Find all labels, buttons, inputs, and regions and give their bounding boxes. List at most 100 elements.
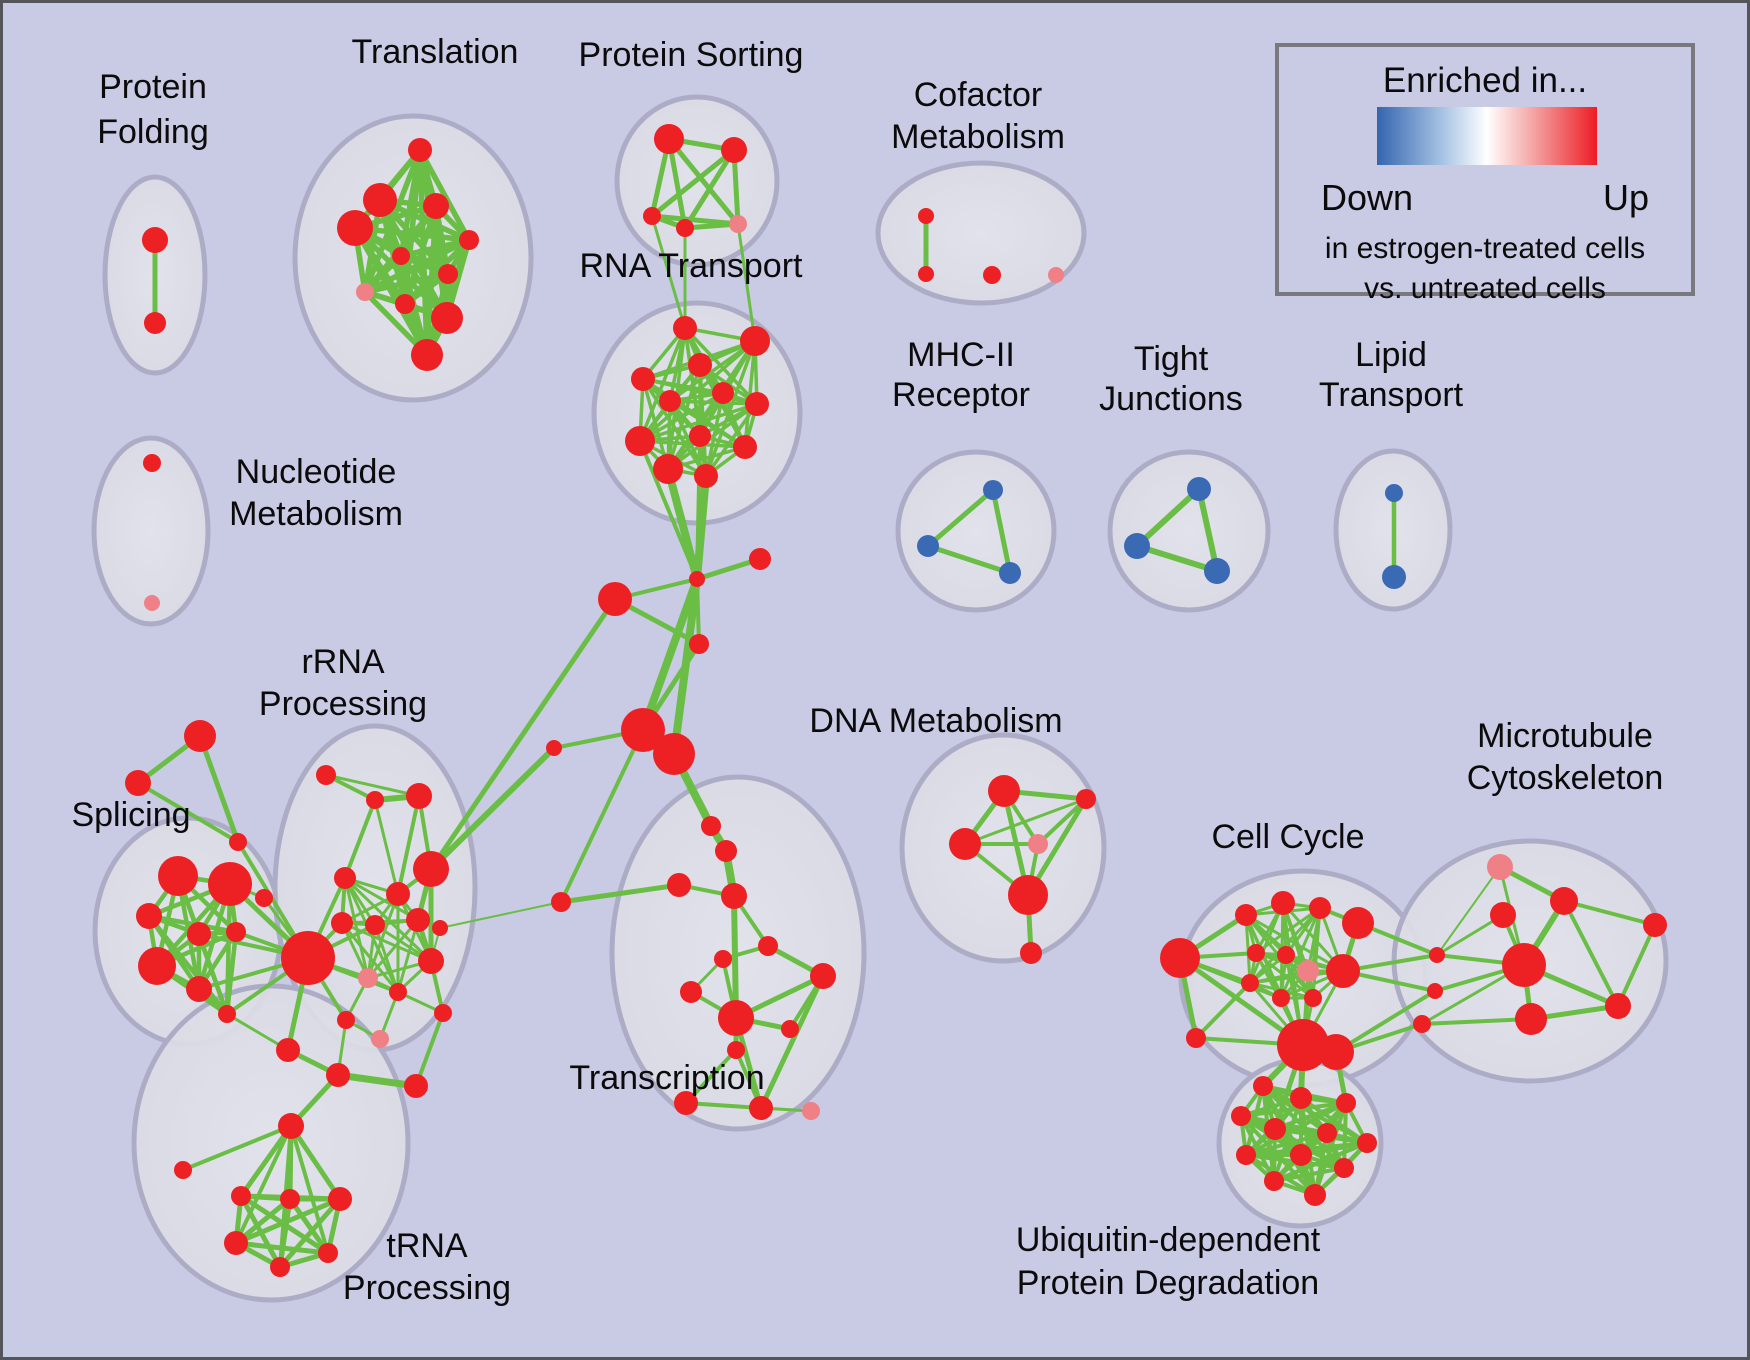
node-tr3[interactable]: [721, 883, 747, 909]
node-cf3[interactable]: [1048, 267, 1064, 283]
node-tl3[interactable]: [337, 210, 373, 246]
node-tj2[interactable]: [1204, 558, 1230, 584]
node-tl8[interactable]: [395, 294, 415, 314]
node-tl5[interactable]: [392, 247, 410, 265]
node-sp0[interactable]: [158, 856, 198, 896]
node-ps4[interactable]: [729, 215, 747, 233]
node-rr1[interactable]: [366, 791, 384, 809]
node-tl0[interactable]: [408, 138, 432, 162]
node-h4[interactable]: [621, 708, 665, 752]
node-tr9[interactable]: [718, 1000, 754, 1036]
node-cf1[interactable]: [918, 266, 934, 282]
node-tc[interactable]: [278, 1113, 304, 1139]
node-cf2[interactable]: [983, 266, 1001, 284]
node-sp3[interactable]: [187, 922, 211, 946]
node-rr14[interactable]: [434, 1004, 452, 1022]
node-u0[interactable]: [1253, 1076, 1273, 1096]
node-ps3[interactable]: [676, 219, 694, 237]
node-cs1[interactable]: [1186, 1028, 1206, 1048]
node-mh1[interactable]: [917, 535, 939, 557]
node-tj1[interactable]: [1124, 533, 1150, 559]
node-rt11[interactable]: [694, 464, 718, 488]
node-h0[interactable]: [689, 571, 705, 587]
node-rr17[interactable]: [432, 920, 448, 936]
node-tl10[interactable]: [411, 339, 443, 371]
node-mt1[interactable]: [1550, 887, 1578, 915]
node-rt4[interactable]: [659, 390, 681, 412]
node-rt1[interactable]: [740, 326, 770, 356]
node-h6[interactable]: [546, 740, 562, 756]
node-cc3[interactable]: [1342, 907, 1374, 939]
node-td[interactable]: [174, 1161, 192, 1179]
node-u10[interactable]: [1264, 1171, 1284, 1191]
node-rt2[interactable]: [688, 353, 712, 377]
node-sa0[interactable]: [184, 720, 216, 752]
node-h1[interactable]: [749, 548, 771, 570]
node-rt0[interactable]: [673, 316, 697, 340]
node-hub[interactable]: [281, 931, 335, 985]
node-dm0[interactable]: [988, 775, 1020, 807]
node-rt7[interactable]: [625, 426, 655, 456]
node-rr10[interactable]: [406, 908, 430, 932]
node-rr6[interactable]: [365, 915, 385, 935]
node-mh2[interactable]: [999, 562, 1021, 584]
node-cc5[interactable]: [1277, 946, 1295, 964]
node-dm3[interactable]: [1028, 834, 1048, 854]
node-rr9[interactable]: [331, 912, 353, 934]
node-cb1[interactable]: [1427, 983, 1443, 999]
node-rr13[interactable]: [418, 948, 444, 974]
node-tj0[interactable]: [1187, 477, 1211, 501]
node-tr10[interactable]: [781, 1020, 799, 1038]
node-u6[interactable]: [1357, 1133, 1377, 1153]
node-cf0[interactable]: [918, 208, 934, 224]
node-mt3[interactable]: [1502, 943, 1546, 987]
node-tb[interactable]: [326, 1063, 350, 1087]
node-rr15[interactable]: [337, 1011, 355, 1029]
node-dm5[interactable]: [1020, 942, 1042, 964]
node-rr2[interactable]: [406, 783, 432, 809]
node-lp0[interactable]: [1385, 484, 1403, 502]
node-tg[interactable]: [328, 1187, 352, 1211]
node-cc6[interactable]: [1297, 960, 1319, 982]
node-tjn[interactable]: [318, 1243, 338, 1263]
node-cc9[interactable]: [1272, 989, 1290, 1007]
node-tl2[interactable]: [423, 193, 449, 219]
node-tr4[interactable]: [551, 892, 571, 912]
node-mt5[interactable]: [1515, 1003, 1547, 1035]
node-pf0[interactable]: [142, 227, 168, 253]
node-h3[interactable]: [689, 634, 709, 654]
node-sp8[interactable]: [255, 889, 273, 907]
node-dm2[interactable]: [949, 828, 981, 860]
node-pf1[interactable]: [144, 312, 166, 334]
node-nm1[interactable]: [144, 595, 160, 611]
node-tr6[interactable]: [714, 950, 732, 968]
node-rt8[interactable]: [689, 425, 711, 447]
node-ps0[interactable]: [654, 124, 684, 154]
node-th[interactable]: [224, 1231, 248, 1255]
node-mt2[interactable]: [1490, 902, 1516, 928]
node-cb0[interactable]: [1429, 947, 1445, 963]
node-rr11[interactable]: [358, 968, 378, 988]
node-u4[interactable]: [1264, 1118, 1286, 1140]
node-rr5[interactable]: [413, 851, 449, 887]
node-dm4[interactable]: [1008, 875, 1048, 915]
node-sp2[interactable]: [136, 903, 162, 929]
node-mh0[interactable]: [983, 480, 1003, 500]
node-cc0[interactable]: [1235, 904, 1257, 926]
node-rr4[interactable]: [334, 867, 356, 889]
node-tl9[interactable]: [431, 302, 463, 334]
node-tr8[interactable]: [810, 963, 836, 989]
node-tr1[interactable]: [715, 840, 737, 862]
node-cc12[interactable]: [1277, 1019, 1329, 1071]
node-u3[interactable]: [1231, 1106, 1251, 1126]
node-rt6[interactable]: [745, 392, 769, 416]
node-rt5[interactable]: [712, 382, 734, 404]
node-cc1[interactable]: [1271, 891, 1295, 915]
node-u9[interactable]: [1334, 1158, 1354, 1178]
node-u8[interactable]: [1290, 1144, 1312, 1166]
node-rt10[interactable]: [653, 454, 683, 484]
node-sp4[interactable]: [226, 922, 246, 942]
node-mt0[interactable]: [1487, 854, 1513, 880]
node-u5[interactable]: [1317, 1123, 1337, 1143]
node-rr7[interactable]: [386, 882, 410, 906]
